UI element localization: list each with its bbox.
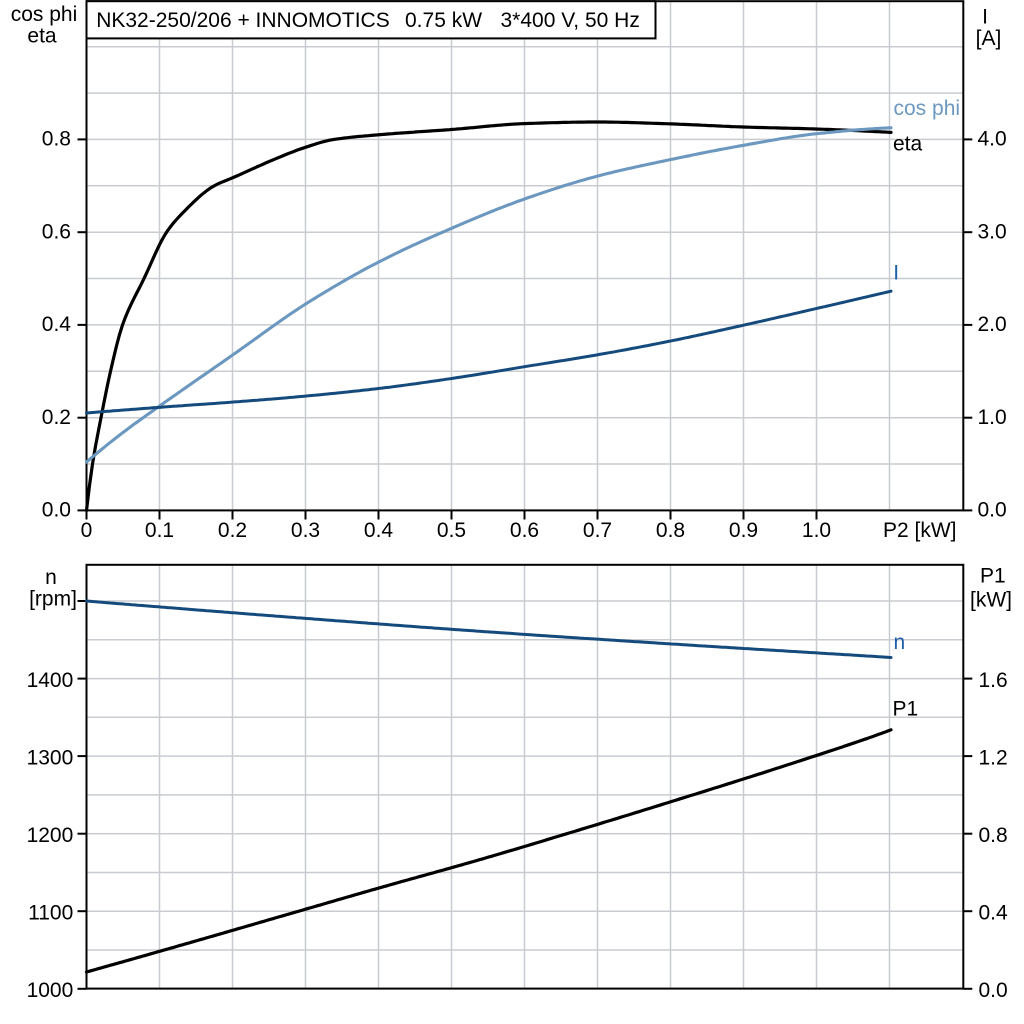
svg-text:1000: 1000	[27, 979, 74, 1002]
svg-text:I: I	[893, 262, 899, 285]
svg-text:4.0: 4.0	[978, 128, 1007, 151]
svg-text:I: I	[982, 6, 988, 29]
svg-text:2.0: 2.0	[978, 313, 1007, 336]
svg-text:cos phi: cos phi	[11, 3, 78, 26]
svg-text:1100: 1100	[28, 902, 73, 925]
svg-text:n: n	[894, 631, 906, 654]
svg-text:0.2: 0.2	[218, 519, 247, 542]
svg-text:0: 0	[81, 519, 93, 542]
svg-text:1400: 1400	[27, 669, 74, 692]
svg-text:1.0: 1.0	[978, 406, 1007, 429]
svg-text:eta: eta	[27, 25, 57, 48]
svg-text:1300: 1300	[27, 747, 74, 770]
svg-text:0.8: 0.8	[979, 824, 1008, 847]
svg-text:0.0: 0.0	[978, 499, 1007, 522]
svg-text:1200: 1200	[27, 824, 74, 847]
svg-text:0.6: 0.6	[510, 519, 539, 542]
svg-text:P1: P1	[893, 698, 919, 721]
svg-text:1.2: 1.2	[979, 747, 1008, 770]
svg-text:0.0: 0.0	[979, 979, 1008, 1002]
svg-text:[rpm]: [rpm]	[29, 588, 77, 611]
svg-text:P2 [kW]: P2 [kW]	[883, 519, 957, 542]
svg-text:0.3: 0.3	[291, 519, 320, 542]
svg-text:0.7: 0.7	[583, 519, 612, 542]
svg-text:0.4: 0.4	[42, 313, 72, 336]
svg-text:[A]: [A]	[976, 27, 1002, 50]
svg-text:0.0: 0.0	[42, 499, 71, 522]
svg-text:NK32-250/206 + INNOMOTICS: NK32-250/206 + INNOMOTICS	[96, 9, 390, 32]
svg-text:[kW]: [kW]	[970, 589, 1012, 612]
svg-text:3.0: 3.0	[978, 221, 1007, 244]
svg-text:1.6: 1.6	[979, 669, 1008, 692]
svg-text:0.6: 0.6	[42, 221, 71, 244]
svg-text:eta: eta	[893, 132, 923, 155]
svg-text:1.0: 1.0	[802, 519, 831, 542]
svg-text:0.75 kW: 0.75 kW	[405, 9, 482, 32]
svg-text:0.5: 0.5	[437, 519, 466, 542]
svg-text:n: n	[45, 566, 57, 589]
svg-text:0.4: 0.4	[364, 519, 394, 542]
svg-text:0.1: 0.1	[145, 519, 174, 542]
svg-text:0.9: 0.9	[729, 519, 758, 542]
svg-text:cos phi: cos phi	[894, 97, 961, 120]
svg-text:3*400 V, 50 Hz: 3*400 V, 50 Hz	[501, 9, 640, 32]
svg-text:P1: P1	[980, 564, 1006, 587]
svg-text:0.8: 0.8	[656, 519, 685, 542]
svg-text:0.8: 0.8	[42, 128, 71, 151]
svg-text:0.2: 0.2	[42, 406, 71, 429]
svg-text:0.4: 0.4	[979, 902, 1009, 925]
